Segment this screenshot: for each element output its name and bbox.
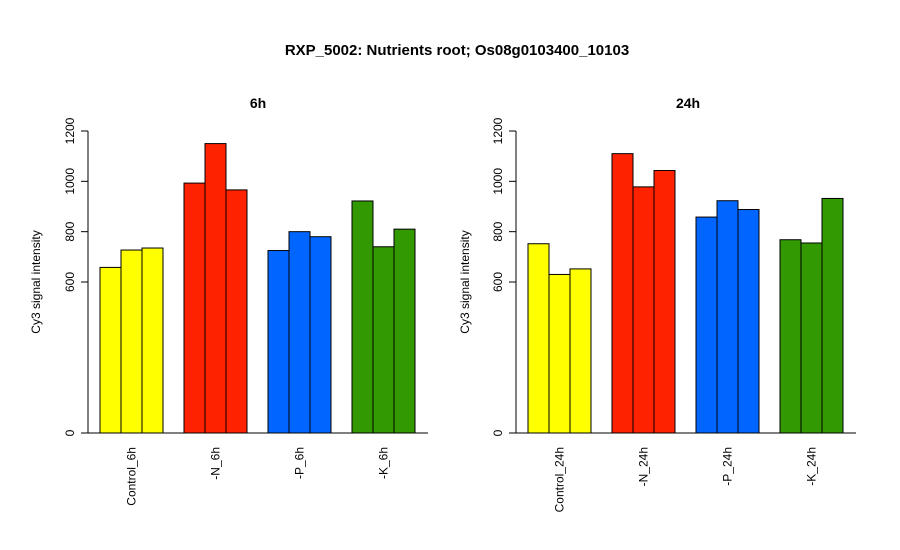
y-tick-label-6h-600: 600 bbox=[63, 272, 77, 292]
bar-Control_24h-1 bbox=[527, 243, 550, 434]
bar-Control_6h-2 bbox=[120, 249, 143, 434]
panel-24h: 24h Cy3 signal intensity 0 600 800 1000 1200… bbox=[458, 95, 856, 512]
bar-Control_24h-2 bbox=[548, 273, 571, 434]
bar--K_6h-3 bbox=[393, 228, 416, 434]
bar-Control_6h-3 bbox=[141, 247, 164, 434]
bar--N_6h-1 bbox=[183, 182, 206, 434]
panel-title-6h: 6h bbox=[250, 95, 266, 111]
y-tick-label-24h-1200: 1200 bbox=[491, 117, 505, 144]
y-tick-label-24h-0: 0 bbox=[491, 429, 505, 436]
x-tick-label--P_6h: -P_6h bbox=[293, 447, 307, 479]
bar--P_6h-3 bbox=[309, 236, 332, 434]
x-tick-label--K_6h: -K_6h bbox=[377, 447, 391, 479]
panel-title-24h: 24h bbox=[676, 95, 700, 111]
bar--N_6h-3 bbox=[225, 189, 248, 434]
y-tick-label-6h-1200: 1200 bbox=[63, 117, 77, 144]
bar--N_6h-2 bbox=[204, 143, 227, 434]
bar--N_24h-2 bbox=[632, 186, 655, 434]
bar--P_6h-1 bbox=[267, 250, 290, 434]
bar--N_24h-3 bbox=[653, 170, 676, 434]
y-tick-label-24h-800: 800 bbox=[491, 221, 505, 241]
y-tick-label-6h-800: 800 bbox=[63, 221, 77, 241]
bar--K_24h-3 bbox=[821, 197, 844, 434]
x-tick-label-Control_6h: Control_6h bbox=[125, 447, 139, 506]
x-tick-label--P_24h: -P_24h bbox=[721, 447, 735, 486]
bar--P_24h-3 bbox=[737, 209, 760, 434]
y-tick-label-6h-1000: 1000 bbox=[63, 168, 77, 195]
y-tick-label-24h-1000: 1000 bbox=[491, 168, 505, 195]
bar-Control_6h-1 bbox=[99, 266, 122, 434]
y-axis-label-6h: Cy3 signal intensity bbox=[29, 230, 43, 333]
bar--K_24h-1 bbox=[779, 239, 802, 434]
y-tick-label-6h-0: 0 bbox=[63, 429, 77, 436]
y-axis-label-24h: Cy3 signal intensity bbox=[458, 230, 472, 333]
bar--K_24h-2 bbox=[800, 242, 823, 434]
x-tick-label--K_24h: -K_24h bbox=[805, 447, 819, 486]
bar--K_6h-2 bbox=[372, 246, 395, 434]
bar-Control_24h-3 bbox=[569, 268, 592, 434]
bar--P_24h-1 bbox=[695, 216, 718, 434]
panel-6h: 6h Cy3 signal intensity 0 600 800 1000 1200 C… bbox=[29, 95, 428, 506]
bar--K_6h-1 bbox=[351, 200, 374, 434]
y-tick-label-24h-600: 600 bbox=[491, 272, 505, 292]
bar--P_24h-2 bbox=[716, 200, 739, 434]
x-tick-label--N_24h: -N_24h bbox=[637, 447, 651, 486]
x-tick-label--N_6h: -N_6h bbox=[209, 447, 223, 480]
bar--P_6h-2 bbox=[288, 231, 311, 434]
chart-title: RXP_5002: Nutrients root; Os08g0103400_1… bbox=[285, 42, 629, 59]
x-tick-label-Control_24h: Control_24h bbox=[553, 447, 567, 512]
bar--N_24h-1 bbox=[611, 153, 634, 434]
